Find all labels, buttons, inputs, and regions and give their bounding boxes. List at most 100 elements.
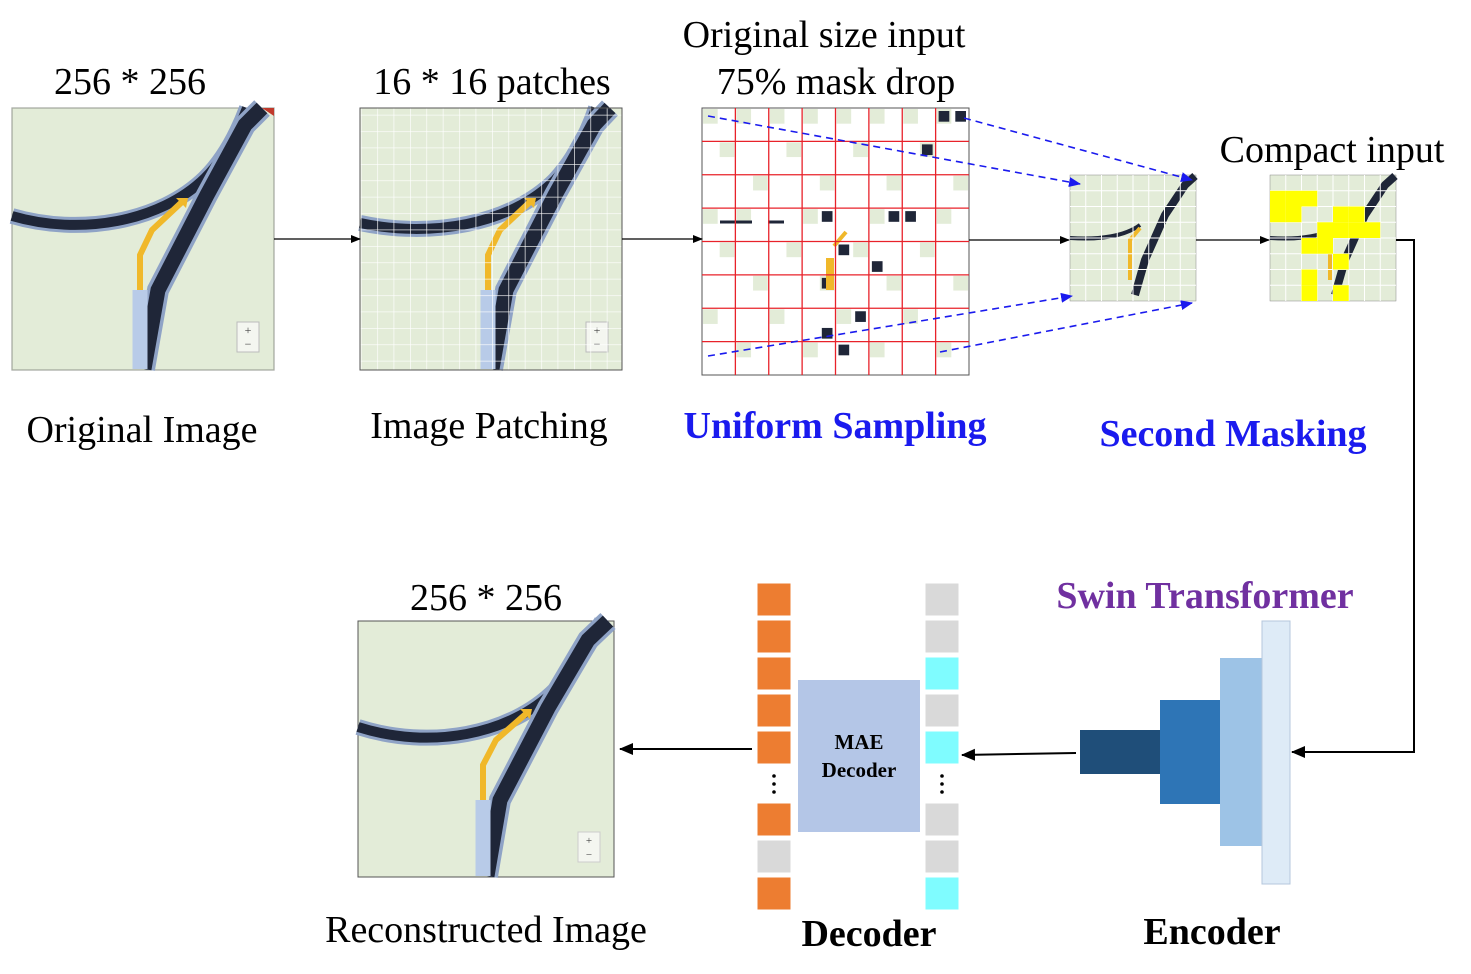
- encoder-stage-2: [1160, 700, 1220, 804]
- road-patch: [921, 144, 933, 156]
- kept-patch: [869, 209, 885, 224]
- svg-text:+: +: [245, 323, 252, 337]
- token-cyan: [924, 730, 960, 765]
- swin-encoder-block: [1080, 620, 1291, 885]
- token-orange: [756, 656, 792, 691]
- kept-patch: [803, 109, 818, 124]
- token-orange: [756, 582, 792, 617]
- decoder-output-tokens: [756, 582, 792, 911]
- second-mask-patch: [1301, 238, 1318, 254]
- yellow-patch: [826, 258, 834, 290]
- uniform-sampling-grid: [701, 107, 970, 376]
- second-mask-patch: [1301, 285, 1318, 301]
- arrow-encoder-to-decoder: [961, 748, 1077, 761]
- ellipsis-dot: [772, 782, 776, 786]
- kept-patch: [786, 142, 802, 158]
- kept-patch: [936, 209, 952, 224]
- second-mask-patch: [1348, 206, 1365, 223]
- kept-patch: [719, 242, 735, 258]
- ellipsis-dot: [940, 790, 944, 794]
- second-mask-patch: [1364, 222, 1381, 238]
- kept-patch: [803, 342, 818, 358]
- uniform-header-line1: Original size input: [682, 14, 966, 56]
- second-mask-patch: [1333, 285, 1349, 301]
- mae-decoder-label: MAE Decoder: [798, 728, 920, 784]
- road-patch: [888, 211, 900, 222]
- token-gray: [924, 582, 960, 617]
- reconstructed-size-label: 256 * 256: [410, 577, 562, 619]
- second-mask-patch: [1301, 190, 1318, 207]
- ellipsis-dot: [940, 774, 944, 778]
- second-mask-patch: [1317, 238, 1333, 254]
- road-patch: [821, 211, 833, 222]
- token-orange: [756, 802, 792, 837]
- kept-patch: [903, 309, 918, 324]
- kept-patch: [886, 275, 902, 291]
- second-mask-patch: [1333, 253, 1349, 270]
- token-gray: [756, 839, 792, 874]
- compact-input-image: [1069, 173, 1198, 302]
- original-size-label: 256 * 256: [54, 61, 206, 103]
- road-patch: [838, 244, 850, 256]
- kept-patch: [769, 109, 785, 124]
- kept-patch: [936, 342, 952, 358]
- kept-patch: [736, 109, 752, 124]
- uniform-sampling-caption: Uniform Sampling: [683, 405, 987, 447]
- token-orange: [756, 619, 792, 654]
- second-masking-image: [1269, 173, 1398, 302]
- reconstructed-image-caption: Reconstructed Image: [325, 909, 647, 951]
- dashed-projection-arrows: [707, 115, 1193, 357]
- kept-patch: [953, 175, 968, 191]
- second-masking-caption: Second Masking: [1099, 413, 1367, 455]
- token-gray: [924, 839, 960, 874]
- compact-input-label: Compact input: [1219, 129, 1445, 171]
- second-mask-patch: [1333, 206, 1349, 223]
- kept-patch: [886, 175, 902, 191]
- second-mask-patch: [1270, 190, 1286, 207]
- original-image-caption: Original Image: [26, 409, 258, 451]
- token-gray: [924, 619, 960, 654]
- kept-patch: [703, 209, 718, 224]
- patched-image: + −: [358, 100, 623, 371]
- second-mask-patch: [1301, 269, 1318, 286]
- encoder-stage-4: [1261, 620, 1291, 885]
- ellipsis-dot: [940, 782, 944, 786]
- svg-text:−: −: [245, 337, 252, 351]
- token-gray: [924, 693, 960, 728]
- ellipsis-dot: [772, 790, 776, 794]
- decoder-input-tokens: [924, 582, 960, 911]
- kept-patch: [953, 275, 968, 291]
- kept-patch: [786, 242, 802, 258]
- ellipsis-dot: [772, 774, 776, 778]
- decoder-caption: Decoder: [801, 913, 937, 955]
- road-patch: [855, 311, 866, 322]
- token-gray: [924, 802, 960, 837]
- kept-patch: [836, 309, 852, 324]
- mae-decoder-block: [798, 680, 920, 832]
- second-mask-patch: [1270, 206, 1286, 223]
- kept-patch: [753, 275, 768, 291]
- kept-patch: [753, 175, 768, 191]
- uniform-header-line2: 75% mask drop: [716, 61, 956, 103]
- token-orange: [756, 730, 792, 765]
- second-mask-patch: [1348, 222, 1365, 238]
- encoder-stage-1: [1080, 730, 1160, 774]
- road-patch: [871, 261, 883, 272]
- svg-text:−: −: [586, 849, 592, 861]
- reconstructed-image: + −: [355, 613, 616, 878]
- kept-patch: [869, 342, 885, 358]
- second-mask-patch: [1285, 190, 1302, 207]
- kept-patch: [869, 109, 885, 124]
- kept-patch: [819, 175, 835, 191]
- kept-patch: [836, 109, 852, 124]
- kept-patch: [769, 309, 785, 324]
- second-mask-patch: [1317, 222, 1333, 238]
- road-patch: [821, 327, 833, 339]
- kept-patch: [919, 242, 935, 258]
- swin-transformer-title: Swin Transformer: [1056, 575, 1354, 617]
- mae-decoder-line1: MAE: [834, 730, 884, 754]
- kept-patch: [719, 142, 735, 158]
- kept-patch: [736, 209, 752, 224]
